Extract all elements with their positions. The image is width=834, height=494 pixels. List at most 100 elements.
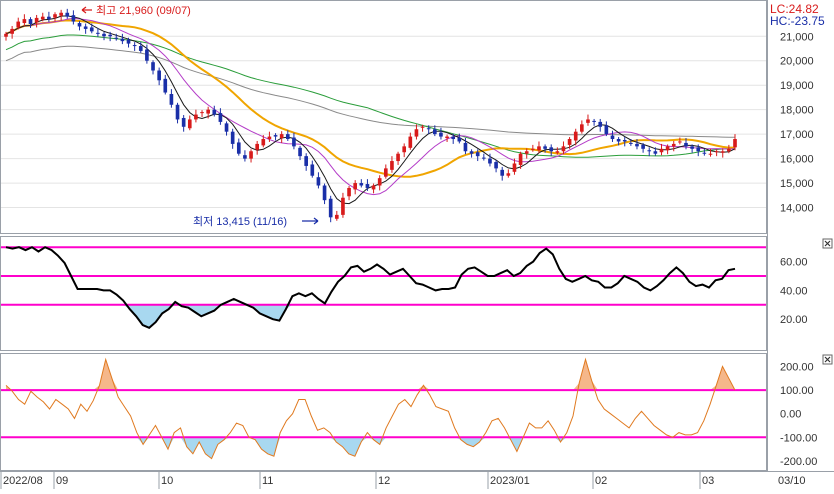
candle	[708, 148, 713, 157]
candle-body	[316, 177, 321, 186]
cci-line	[5, 357, 736, 460]
candle	[537, 141, 541, 154]
candle	[696, 144, 701, 157]
candle-body	[273, 135, 278, 137]
candle	[665, 144, 670, 155]
candle-body	[610, 135, 615, 140]
candle-body	[212, 109, 217, 115]
candle-body	[377, 178, 382, 186]
candle-body	[108, 34, 112, 37]
candle	[714, 149, 719, 157]
candle	[500, 166, 505, 181]
candle-body	[714, 151, 719, 153]
candle	[194, 109, 198, 123]
candle	[365, 179, 370, 191]
cci-tick-label: 0.00	[780, 409, 801, 421]
date-label: 2023/01	[490, 475, 530, 487]
candle-body	[65, 12, 70, 17]
candle-body	[426, 128, 431, 130]
candle	[408, 132, 413, 150]
candle	[243, 150, 247, 162]
candle	[678, 137, 682, 145]
candle-body	[616, 139, 621, 142]
price-tick-label: 20,000	[780, 56, 814, 68]
candle	[512, 158, 517, 175]
candle	[298, 145, 302, 161]
candle	[53, 12, 57, 22]
candle	[206, 106, 210, 119]
candle-body	[334, 214, 339, 219]
candle	[230, 128, 235, 149]
candle	[371, 183, 376, 194]
low-annotation: 최저 13,415 (11/16)	[193, 215, 287, 228]
candle	[494, 160, 498, 173]
candle	[236, 138, 241, 156]
candle	[524, 148, 529, 159]
candle-body	[500, 169, 505, 176]
candle-body	[727, 148, 731, 152]
cci-close-button[interactable]	[822, 354, 833, 365]
candle	[28, 17, 33, 28]
price-tick-label: 19,000	[780, 80, 814, 92]
candle-body	[488, 158, 492, 164]
candle-body	[151, 62, 155, 71]
candle	[200, 110, 204, 117]
candle-body	[580, 124, 584, 132]
x-icon[interactable]	[824, 240, 831, 247]
x-icon[interactable]	[824, 356, 831, 363]
candle	[457, 133, 462, 144]
date-label: 2022/08	[3, 475, 43, 487]
candle	[328, 195, 333, 223]
candle-body	[390, 161, 394, 170]
candle	[727, 144, 731, 154]
candle	[145, 44, 149, 64]
candle	[310, 160, 315, 178]
candle	[580, 120, 584, 134]
candle	[684, 138, 688, 150]
candle-body	[298, 147, 302, 157]
candle	[659, 143, 664, 156]
candle-body	[457, 137, 462, 142]
candle	[261, 135, 266, 148]
candle-body	[77, 23, 82, 27]
candle-body	[40, 16, 45, 20]
candle-body	[690, 146, 694, 149]
candle-body	[230, 131, 235, 144]
candle	[531, 144, 535, 152]
candle	[341, 192, 345, 218]
candle	[273, 133, 278, 141]
rsi-panel-frame	[0, 236, 767, 351]
lc-label: LC:24.82	[770, 2, 819, 16]
candle	[255, 140, 259, 155]
candle	[22, 14, 27, 26]
candle-body	[10, 28, 14, 34]
candle	[353, 180, 358, 195]
rsi-close-button[interactable]	[822, 238, 833, 249]
candle-body	[304, 156, 308, 166]
candle-body	[433, 129, 437, 135]
candle-body	[163, 78, 168, 93]
date-label: 10	[161, 475, 173, 487]
candle-body	[4, 33, 8, 37]
candle-body	[696, 147, 701, 152]
lc-hc-readout: LC:24.82 HC:-23.75	[770, 2, 825, 28]
candle	[126, 37, 131, 48]
candle-body	[181, 117, 186, 127]
candle-body	[200, 112, 204, 114]
candle	[108, 31, 112, 42]
candle	[402, 143, 407, 158]
right-axis-area	[767, 0, 834, 471]
price-panel-frame	[0, 0, 767, 234]
candle	[77, 21, 82, 31]
rsi-line	[5, 246, 736, 329]
candle	[10, 25, 14, 39]
candle-body	[322, 185, 327, 201]
candle-body	[383, 168, 388, 177]
date-label: 02	[595, 475, 607, 487]
candle-body	[475, 152, 480, 157]
candle-body	[733, 139, 737, 148]
candle-body	[408, 136, 413, 148]
candle	[482, 153, 486, 161]
rsi-oversold-fill	[6, 304, 735, 328]
